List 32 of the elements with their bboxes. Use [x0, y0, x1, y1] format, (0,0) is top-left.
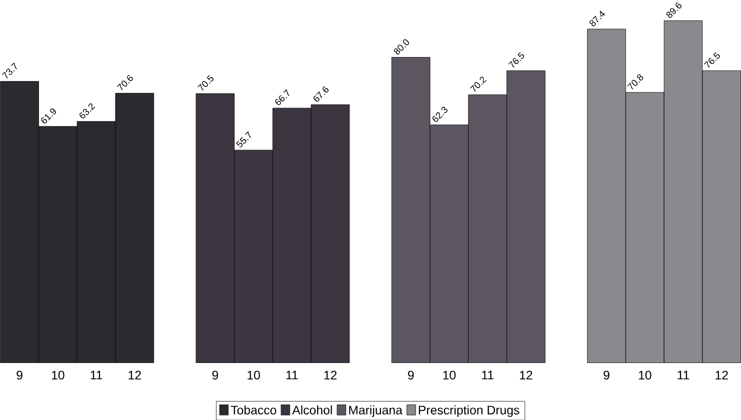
- x-tick-label: 11: [286, 370, 298, 380]
- x-tick-label: 11: [482, 370, 494, 380]
- x-tick-label: 9: [408, 370, 414, 380]
- data-label: 70.6: [116, 74, 133, 90]
- x-tick-label: 9: [16, 370, 22, 380]
- legend-label: Alcohol: [292, 405, 332, 414]
- legend-label: Marijuana: [349, 405, 402, 417]
- data-label: 80.0: [394, 39, 409, 54]
- data-label: 70.5: [198, 74, 214, 90]
- data-label: 67.6: [314, 86, 329, 102]
- data-label: 76.5: [704, 52, 720, 68]
- x-tick-label: 12: [716, 370, 728, 380]
- x-tick-label: 12: [520, 370, 532, 380]
- data-label: 63.2: [80, 103, 96, 118]
- data-label: 70.8: [627, 74, 644, 90]
- x-tick-label: 9: [604, 370, 610, 380]
- x-tick-label: 11: [90, 370, 102, 380]
- x-tick-label: 9: [212, 370, 218, 380]
- data-label: 61.9: [41, 108, 56, 124]
- data-label: 89.6: [666, 2, 682, 18]
- x-tick-label: 12: [324, 370, 337, 380]
- data-label: 70.2: [470, 76, 487, 92]
- x-tick-label: 10: [248, 370, 260, 380]
- x-tick-label: 12: [128, 370, 141, 380]
- x-tick-label: 10: [52, 370, 64, 380]
- x-tick-label: 10: [638, 370, 652, 380]
- x-tick-label: 11: [678, 370, 690, 380]
- legend-label: Prescription Drugs: [418, 405, 520, 417]
- legend-label: Tobacco: [230, 405, 276, 414]
- x-tick-label: 10: [443, 370, 456, 380]
- data-label: 76.5: [508, 52, 524, 68]
- data-label: 62.3: [432, 106, 448, 122]
